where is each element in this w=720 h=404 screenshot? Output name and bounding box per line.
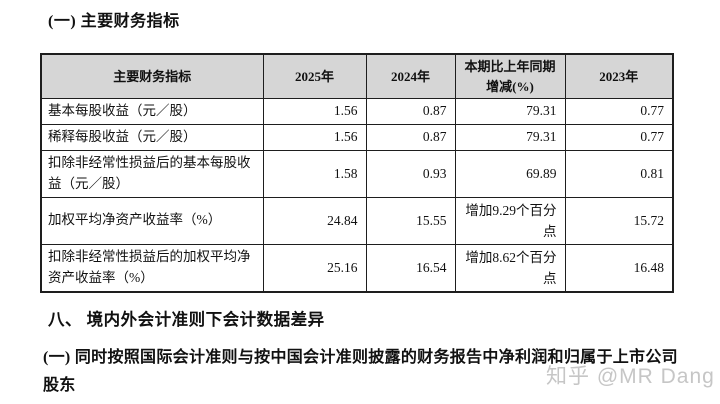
value-2025: 1.58 <box>262 149 367 198</box>
zhihu-watermark: 知乎 @MR Dang <box>546 365 715 388</box>
table-header-row: 主要财务指标 2025年 2024年 本期比上年同期增减(%) 2023年 <box>40 53 674 99</box>
value-change: 增加8.62个百分点 <box>454 243 566 293</box>
column-header-indicator: 主要财务指标 <box>40 53 264 99</box>
column-header-2023: 2023年 <box>564 53 674 99</box>
value-change: 69.89 <box>454 149 566 198</box>
section-title-main-financial-indicators: (一) 主要财务指标 <box>48 13 180 30</box>
value-change: 79.31 <box>454 123 566 151</box>
paragraph-line-1: (一) 同时按照国际会计准则与按中国会计准则披露的财务报告中净利润和归属于上市公… <box>43 349 678 394</box>
table-row: 加权平均净资产收益率（%） 24.84 15.55 增加9.29个百分点 15.… <box>40 196 674 245</box>
value-2024: 15.55 <box>365 196 456 245</box>
column-header-change: 本期比上年同期增减(%) <box>454 53 566 99</box>
section-heading-accounting-differences: 八、 境内外会计准则下会计数据差异 <box>48 310 325 329</box>
column-header-2024: 2024年 <box>365 53 456 99</box>
table-row: 扣除非经常性损益后的基本每股收益（元／股） 1.58 0.93 69.89 0.… <box>40 149 674 198</box>
paragraph-accounting-standards: (一) 同时按照国际会计准则与按中国会计准则披露的财务报告中净利润和归属于上市公… <box>43 344 683 404</box>
table-row: 基本每股收益（元／股） 1.56 0.87 79.31 0.77 <box>40 98 674 125</box>
column-header-2025: 2025年 <box>262 53 367 99</box>
value-2023: 0.77 <box>564 123 674 151</box>
value-2024: 16.54 <box>365 243 456 293</box>
financial-indicators-table: 主要财务指标 2025年 2024年 本期比上年同期增减(%) 2023年 基本… <box>40 53 674 293</box>
value-2024: 0.93 <box>365 149 456 198</box>
value-2025: 1.56 <box>262 98 367 125</box>
value-2023: 0.77 <box>564 98 674 125</box>
row-label: 扣除非经常性损益后的加权平均净资产收益率（%） <box>40 243 264 293</box>
value-2023: 0.81 <box>564 149 674 198</box>
table-row: 扣除非经常性损益后的加权平均净资产收益率（%） 25.16 16.54 增加8.… <box>40 243 674 293</box>
value-2025: 1.56 <box>262 123 367 151</box>
row-label: 稀释每股收益（元／股） <box>40 123 264 151</box>
value-change: 增加9.29个百分点 <box>454 196 566 245</box>
value-2023: 15.72 <box>564 196 674 245</box>
value-change: 79.31 <box>454 98 566 125</box>
table-row: 稀释每股收益（元／股） 1.56 0.87 79.31 0.77 <box>40 123 674 151</box>
value-2024: 0.87 <box>365 98 456 125</box>
value-2024: 0.87 <box>365 123 456 151</box>
value-2025: 24.84 <box>262 196 367 245</box>
row-label: 基本每股收益（元／股） <box>40 98 264 125</box>
value-2023: 16.48 <box>564 243 674 293</box>
value-2025: 25.16 <box>262 243 367 293</box>
paragraph-line-2: 的净资产差异情况 <box>43 400 683 404</box>
row-label: 扣除非经常性损益后的基本每股收益（元／股） <box>40 149 264 198</box>
row-label: 加权平均净资产收益率（%） <box>40 196 264 245</box>
